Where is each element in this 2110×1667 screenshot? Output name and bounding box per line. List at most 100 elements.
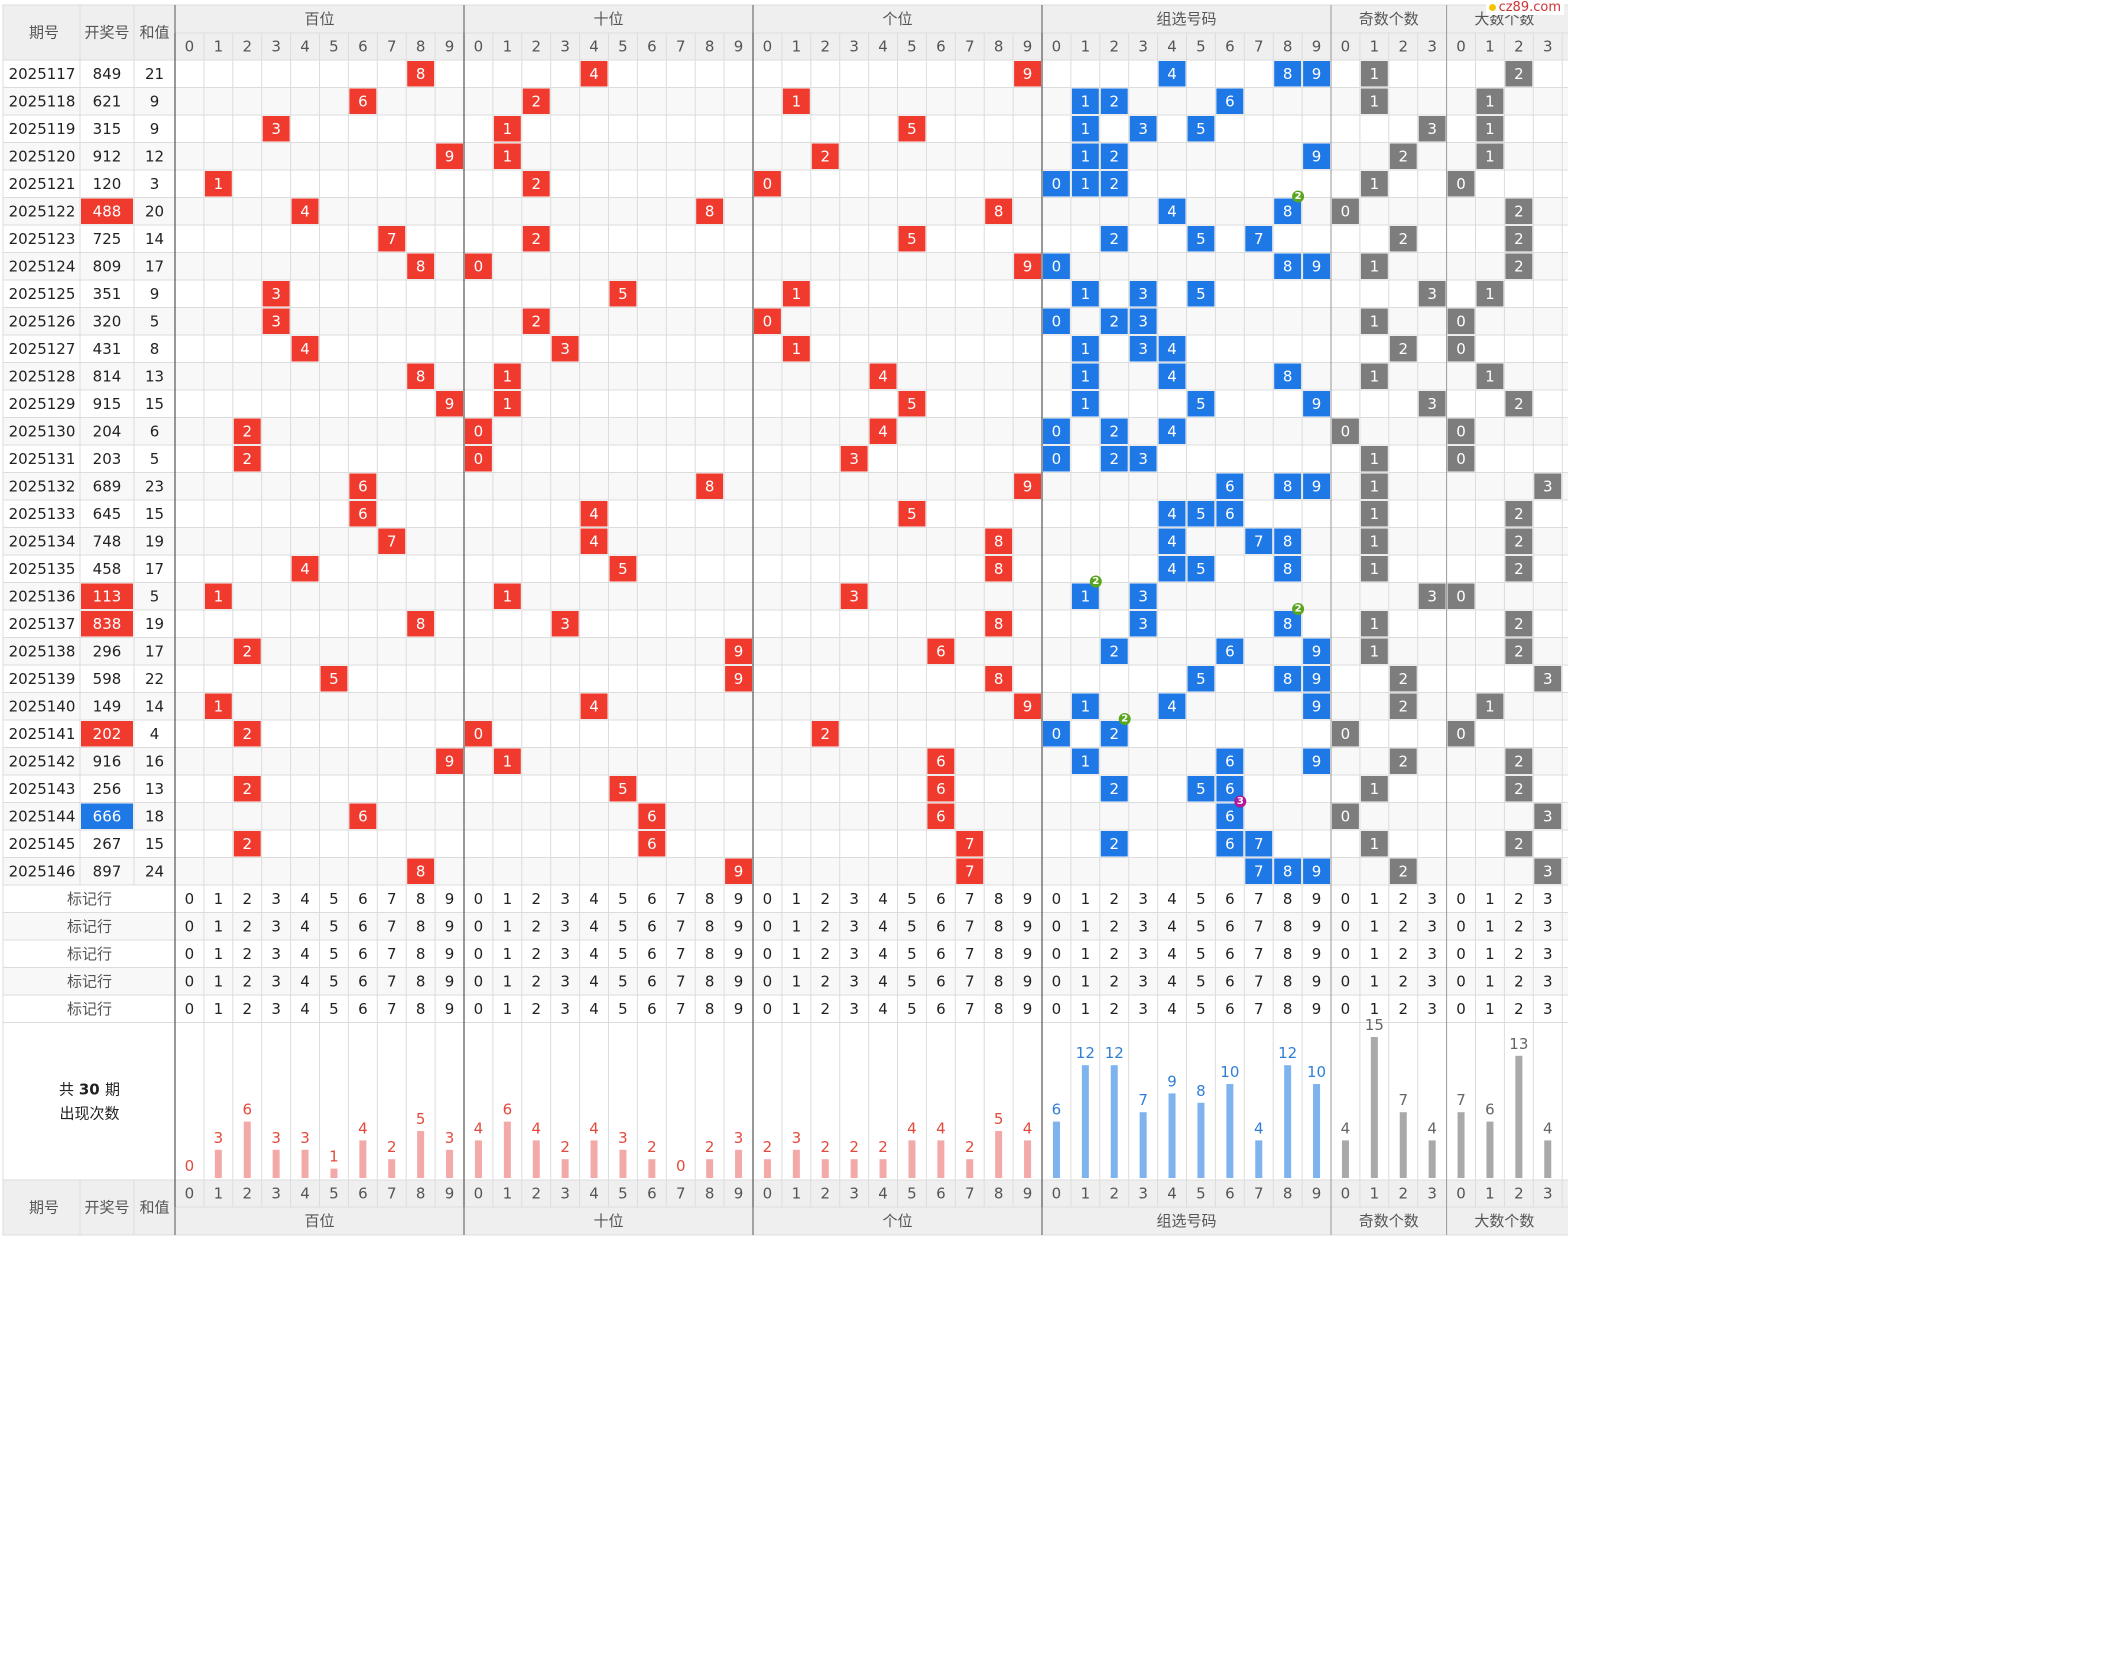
- digit-footer: 5: [329, 1185, 339, 1203]
- count-bar: [1110, 1065, 1118, 1178]
- position-hit-label: 7: [965, 862, 975, 880]
- combo-hit-label: 9: [1312, 65, 1322, 83]
- row-number: 621: [93, 92, 122, 110]
- row-stripe: [3, 747, 1568, 775]
- position-hit: [522, 226, 550, 252]
- mark-row-label: 标记行: [67, 890, 112, 908]
- mark-row-digit: 3: [849, 972, 859, 990]
- combo-hit-label: 0: [1052, 175, 1062, 193]
- digit-footer: 1: [1081, 1185, 1091, 1203]
- number-highlight: [81, 611, 133, 637]
- mark-row-digit: 0: [763, 1000, 773, 1018]
- count-bar-label: 3: [300, 1129, 310, 1147]
- position-hit-label: 5: [329, 670, 339, 688]
- combo-hit: [1129, 308, 1157, 334]
- position-hit: [1014, 61, 1041, 87]
- position-hit: [551, 611, 579, 637]
- mark-row-digit: 2: [531, 917, 541, 935]
- digit-header: 6: [936, 38, 946, 56]
- row-number: 912: [93, 147, 122, 165]
- position-hit-label: 9: [445, 752, 455, 770]
- header-issue: 期号: [29, 24, 59, 42]
- count-bar: [590, 1140, 598, 1178]
- row-issue: 2025145: [9, 835, 76, 853]
- combo-hit-label: 1: [1081, 697, 1091, 715]
- position-hit-label: 8: [994, 560, 1004, 578]
- footer-sum: 和值: [139, 1199, 169, 1217]
- combo-hit-label: 1: [1081, 367, 1091, 385]
- count-bar: [474, 1140, 482, 1178]
- combo-hit: [1245, 226, 1273, 252]
- odd-count-hit: [1389, 748, 1417, 774]
- count-bar-label: 2: [849, 1138, 859, 1156]
- big-count-hit-label: 0: [1456, 725, 1466, 743]
- position-hit-label: 2: [820, 147, 830, 165]
- mark-row-digit: 9: [445, 945, 455, 963]
- mark-row-digit: 2: [1398, 1000, 1408, 1018]
- position-hit-label: 3: [849, 450, 859, 468]
- mark-row-digit: 4: [589, 890, 599, 908]
- big-count-hit: [1476, 88, 1504, 114]
- combo-hit-label: 2: [1109, 450, 1119, 468]
- count-bar: [1515, 1055, 1523, 1178]
- digit-header: 5: [907, 38, 917, 56]
- combo-hit: [1071, 363, 1099, 389]
- position-hit-label: 8: [416, 862, 426, 880]
- mark-row-digit: 3: [271, 972, 281, 990]
- position-hit-label: 3: [849, 587, 859, 605]
- mark-row-digit: 9: [1312, 945, 1322, 963]
- position-hit: [436, 748, 463, 774]
- position-hit-label: 1: [792, 285, 802, 303]
- mark-row-digit: 2: [820, 917, 830, 935]
- digit-header: 1: [792, 38, 802, 56]
- position-hit-label: 1: [503, 395, 513, 413]
- count-bar: [359, 1140, 367, 1178]
- combo-hit-label: 2: [1109, 230, 1119, 248]
- count-bar: [1313, 1084, 1321, 1178]
- digit-footer: 6: [647, 1185, 657, 1203]
- mark-row-digit: 3: [1138, 945, 1148, 963]
- mark-row-digit: 1: [792, 917, 802, 935]
- row-sum: 15: [145, 395, 164, 413]
- combo-hit-label: 2: [1109, 642, 1119, 660]
- odd-count-hit-label: 2: [1398, 340, 1408, 358]
- combo-hit: [1158, 336, 1186, 362]
- combo-hit-label: 9: [1312, 395, 1322, 413]
- combo-hit: [1129, 446, 1157, 472]
- mark-row-digit: 7: [676, 890, 686, 908]
- count-bar-label: 2: [878, 1138, 888, 1156]
- count-bar: [1457, 1112, 1465, 1178]
- big-count-hit: [1505, 748, 1533, 774]
- position-hit: [349, 473, 377, 499]
- repeat-badge: [1292, 603, 1305, 615]
- mark-row-digit: 1: [1485, 917, 1495, 935]
- combo-hit: [1245, 528, 1273, 554]
- row-issue: 2025135: [9, 560, 76, 578]
- combo-hit-label: 1: [1081, 175, 1091, 193]
- mark-row-digit: 7: [676, 972, 686, 990]
- mark-row-digit: 5: [1196, 917, 1206, 935]
- mark-row-digit: 2: [1398, 972, 1408, 990]
- mark-row-digit: 5: [907, 1000, 917, 1018]
- count-bar-label: 6: [503, 1101, 513, 1119]
- combo-hit-label: 5: [1196, 120, 1206, 138]
- row-issue: 2025125: [9, 285, 76, 303]
- combo-hit-label: 0: [1052, 312, 1062, 330]
- position-hit-label: 8: [416, 615, 426, 633]
- combo-hit-label: 2: [1109, 92, 1119, 110]
- mark-row-digit: 5: [907, 945, 917, 963]
- repeat-badge-count: 2: [1092, 576, 1099, 587]
- combo-hit-label: 8: [1283, 65, 1293, 83]
- row-number: 351: [93, 285, 122, 303]
- count-bar: [301, 1149, 309, 1178]
- position-hit: [782, 281, 810, 307]
- site-watermark: cz89.com: [1485, 0, 1564, 15]
- position-hit: [782, 336, 810, 362]
- count-bar-label: 4: [474, 1119, 484, 1137]
- position-hit-label: 6: [647, 835, 657, 853]
- count-bar-label: 7: [1456, 1091, 1466, 1109]
- position-hit-label: 6: [358, 92, 368, 110]
- combo-hit-label: 9: [1312, 670, 1322, 688]
- mark-row-digit: 9: [445, 1000, 455, 1018]
- combo-hit-label: 4: [1167, 340, 1177, 358]
